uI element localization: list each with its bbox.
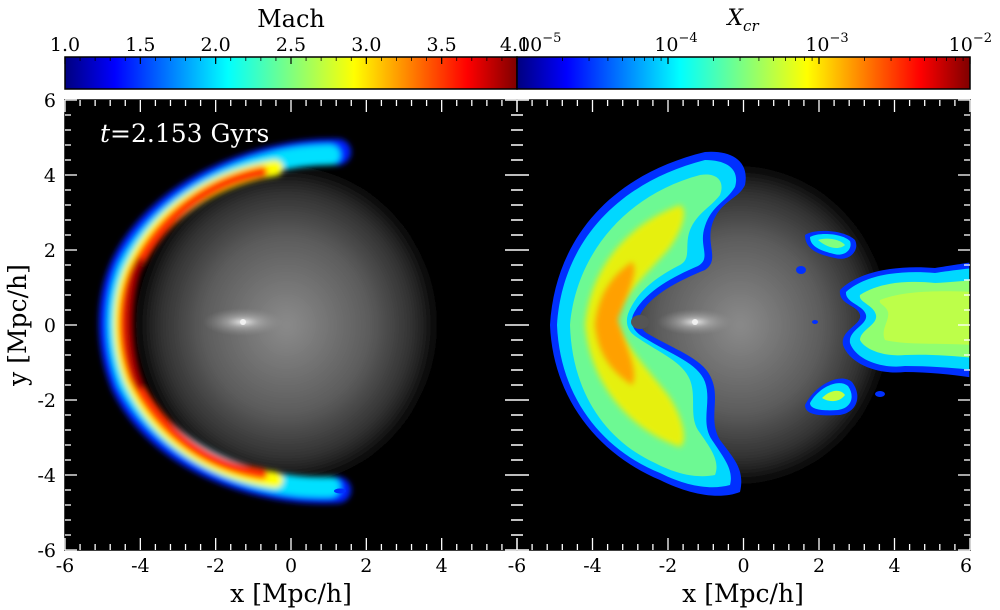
xcr-tick-label: 10−5 bbox=[518, 31, 561, 56]
xcr-colorbar-title: Xcr bbox=[725, 6, 759, 35]
mach-tick-label: 2.0 bbox=[201, 34, 231, 56]
xcr-colorbar: Xcr 10−5 10−4 10−3 10−2 bbox=[516, 6, 992, 90]
x-tick-label: 0 bbox=[285, 555, 297, 577]
xcr-tick-label: 10−2 bbox=[949, 31, 992, 56]
mach-tick-label: 2.5 bbox=[276, 34, 306, 56]
cr-outflow bbox=[839, 262, 970, 378]
x-tick-label: 0 bbox=[737, 555, 749, 577]
xcr-colorbar-ticks: 10−5 10−4 10−3 10−2 bbox=[516, 31, 992, 64]
cr-envelope bbox=[550, 151, 746, 496]
x-tick-label: 6 bbox=[960, 555, 972, 577]
right-x-tick-labels: -6 -4 -2 0 2 4 6 bbox=[508, 555, 972, 577]
mach-tick-label: 1.0 bbox=[50, 34, 80, 56]
x-tick-label: -2 bbox=[206, 555, 225, 577]
axis-ticks bbox=[64, 99, 971, 551]
y-tick-label: -2 bbox=[37, 390, 56, 412]
x-tick-label: -6 bbox=[56, 555, 75, 577]
left-x-axis-label: x [Mpc/h] bbox=[230, 579, 352, 608]
xcr-tick-label: 10−3 bbox=[805, 31, 848, 56]
right-x-axis-label: x [Mpc/h] bbox=[682, 579, 804, 608]
y-tick-label: 2 bbox=[44, 240, 56, 262]
y-tick-labels: 6 4 2 0 -2 -4 -6 bbox=[37, 90, 56, 562]
x-tick-label: -6 bbox=[508, 555, 527, 577]
xcr-map-panel bbox=[517, 100, 970, 550]
time-label: t=2.153 Gyrs bbox=[100, 119, 269, 148]
mach-colorbar-ticks: 1.0 1.5 2.0 2.5 3.0 3.5 4.0 bbox=[50, 34, 530, 64]
x-tick-label: 2 bbox=[813, 555, 825, 577]
mach-tick-label: 3.0 bbox=[351, 34, 381, 56]
y-tick-label: -6 bbox=[37, 540, 56, 562]
x-tick-label: 4 bbox=[436, 555, 448, 577]
y-axis-label: y [Mpc/h] bbox=[3, 264, 32, 387]
x-tick-label: -4 bbox=[131, 555, 150, 577]
mach-tick-label: 1.5 bbox=[125, 34, 155, 56]
mach-colorbar-title: Mach bbox=[257, 5, 325, 33]
x-tick-label: -4 bbox=[583, 555, 602, 577]
y-tick-label: 6 bbox=[44, 90, 56, 112]
xcr-tick-label: 10−4 bbox=[654, 31, 697, 56]
x-tick-label: 2 bbox=[360, 555, 372, 577]
bow-shock bbox=[99, 138, 351, 504]
mach-tick-label: 4.0 bbox=[500, 34, 530, 56]
left-x-tick-labels: -6 -4 -2 0 2 4 bbox=[56, 555, 448, 577]
x-tick-label: -2 bbox=[659, 555, 678, 577]
y-tick-label: 4 bbox=[44, 165, 56, 187]
mach-colorbar: Mach 1.0 1.5 2.0 2.5 3.0 3.5 4.0 bbox=[50, 5, 530, 90]
y-tick-label: -4 bbox=[37, 465, 56, 487]
y-tick-label: 0 bbox=[44, 315, 56, 337]
mach-map-panel: t=2.153 Gyrs bbox=[65, 100, 517, 550]
mach-tick-label: 3.5 bbox=[427, 34, 457, 56]
cluster-gas-density bbox=[135, 164, 438, 486]
x-tick-label: 4 bbox=[888, 555, 900, 577]
cr-blobs bbox=[796, 230, 885, 416]
